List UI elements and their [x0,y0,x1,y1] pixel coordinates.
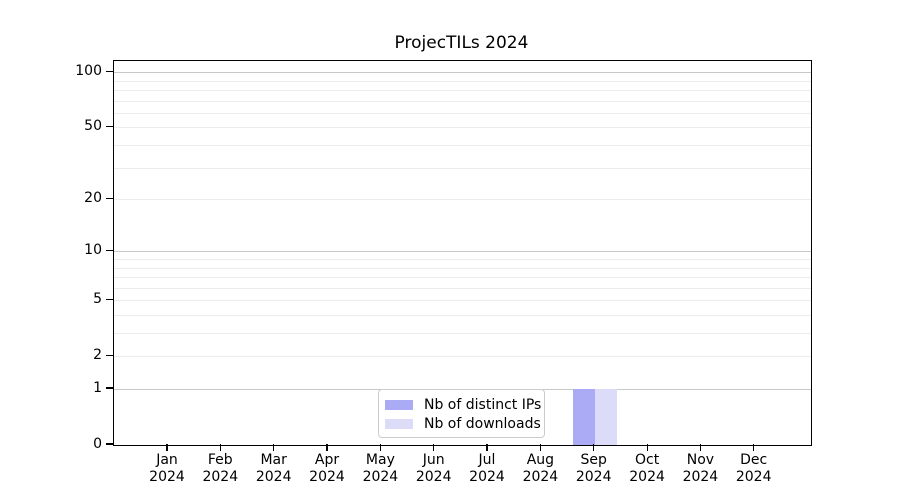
legend-swatch-distinct-ips [385,399,413,410]
y-tick-label: 50 [84,118,102,135]
gridline-minor [114,333,811,334]
x-tick [539,444,541,451]
y-tick [106,249,113,251]
plot-area [113,60,812,446]
gridline-tick [114,300,811,302]
x-tick [273,444,275,451]
x-tick-year: 2024 [469,469,505,485]
x-tick [433,444,435,451]
x-tick-year: 2024 [415,469,452,485]
x-tick [486,444,488,451]
legend: Nb of distinct IPs Nb of downloads [378,389,545,438]
x-tick [753,444,755,451]
gridline-major [114,251,811,253]
gridline-minor [114,90,811,91]
x-tick-month: Jun [422,452,445,468]
gridline-minor [114,145,811,146]
x-tick-month: Sep [580,452,607,468]
x-tick-label: May 2024 [352,452,408,486]
gridline-minor [114,267,811,269]
x-tick-year: 2024 [735,469,772,485]
x-tick [219,444,221,451]
x-tick-month: Apr [314,452,340,468]
gridline-tick [114,356,811,358]
gridline-tick [114,199,811,201]
x-tick-month: Mar [260,452,287,468]
y-tick-label: 0 [93,436,102,452]
x-tick-label: Apr 2024 [299,452,355,486]
gridline-minor [114,259,811,260]
y-tick [106,298,113,300]
gridline-minor [114,167,811,169]
x-tick-month: Jan [156,452,178,468]
x-tick-label: Sep 2024 [566,452,622,486]
x-tick-label: Feb 2024 [192,452,248,486]
y-tick-label: 1 [93,380,102,396]
x-tick-year: 2024 [362,469,399,485]
x-tick-label: Nov 2024 [672,452,728,486]
legend-swatch-downloads [385,418,413,429]
y-tick [106,125,113,127]
legend-row: Nb of distinct IPs [385,395,544,414]
x-tick-label: Jul 2024 [459,452,515,486]
x-tick-year: 2024 [629,469,665,485]
x-tick [166,444,168,451]
x-tick-month: Jul [478,452,496,468]
gridline-minor [114,112,811,114]
x-tick-label: Aug 2024 [512,452,568,486]
x-tick-label: Oct 2024 [619,452,675,486]
x-tick-month: May [365,452,395,468]
gridline-minor [114,287,811,289]
bar-downloads [594,389,617,445]
x-tick-label: Mar 2024 [246,452,302,486]
x-tick-month: Feb [207,452,233,468]
bar-distinct-ips [572,389,595,445]
x-tick-label: Dec 2024 [726,452,782,486]
legend-row: Nb of downloads [385,414,544,433]
x-tick [326,444,328,451]
x-tick-year: 2024 [202,469,239,485]
gridline-minor [114,315,811,316]
y-tick-label: 5 [93,291,102,308]
y-tick [106,197,113,199]
legend-label-distinct-ips: Nb of distinct IPs [424,396,542,413]
chart-title: ProjecTILs 2024 [394,33,529,53]
x-tick-year: 2024 [309,469,345,485]
x-tick-year: 2024 [682,469,719,485]
x-tick-year: 2024 [149,469,185,485]
x-tick-label: Jan 2024 [139,452,195,486]
y-tick-label: 20 [84,190,102,207]
legend-label-downloads: Nb of downloads [424,415,541,432]
x-tick [646,444,648,451]
x-tick-year: 2024 [575,469,612,485]
y-tick [106,354,113,356]
x-tick-month: Dec [740,452,768,468]
y-tick-label: 2 [93,347,102,364]
x-tick [699,444,701,451]
y-tick-label: 100 [75,63,102,80]
x-tick-month: Aug [526,452,555,468]
y-tick [106,443,113,445]
gridline-minor [114,100,811,102]
x-tick-month: Nov [686,452,715,468]
y-tick-label: 10 [84,242,102,259]
gridline-major [114,72,811,74]
y-tick [106,387,113,389]
x-tick-label: Jun 2024 [406,452,462,486]
x-tick-year: 2024 [522,469,559,485]
y-tick [106,70,113,72]
x-tick-year: 2024 [255,469,292,485]
x-tick-month: Oct [634,452,660,468]
gridline-minor [114,277,811,278]
x-tick [379,444,381,451]
gridline-minor [114,80,811,82]
gridline-tick [114,127,811,129]
x-tick [593,444,595,451]
